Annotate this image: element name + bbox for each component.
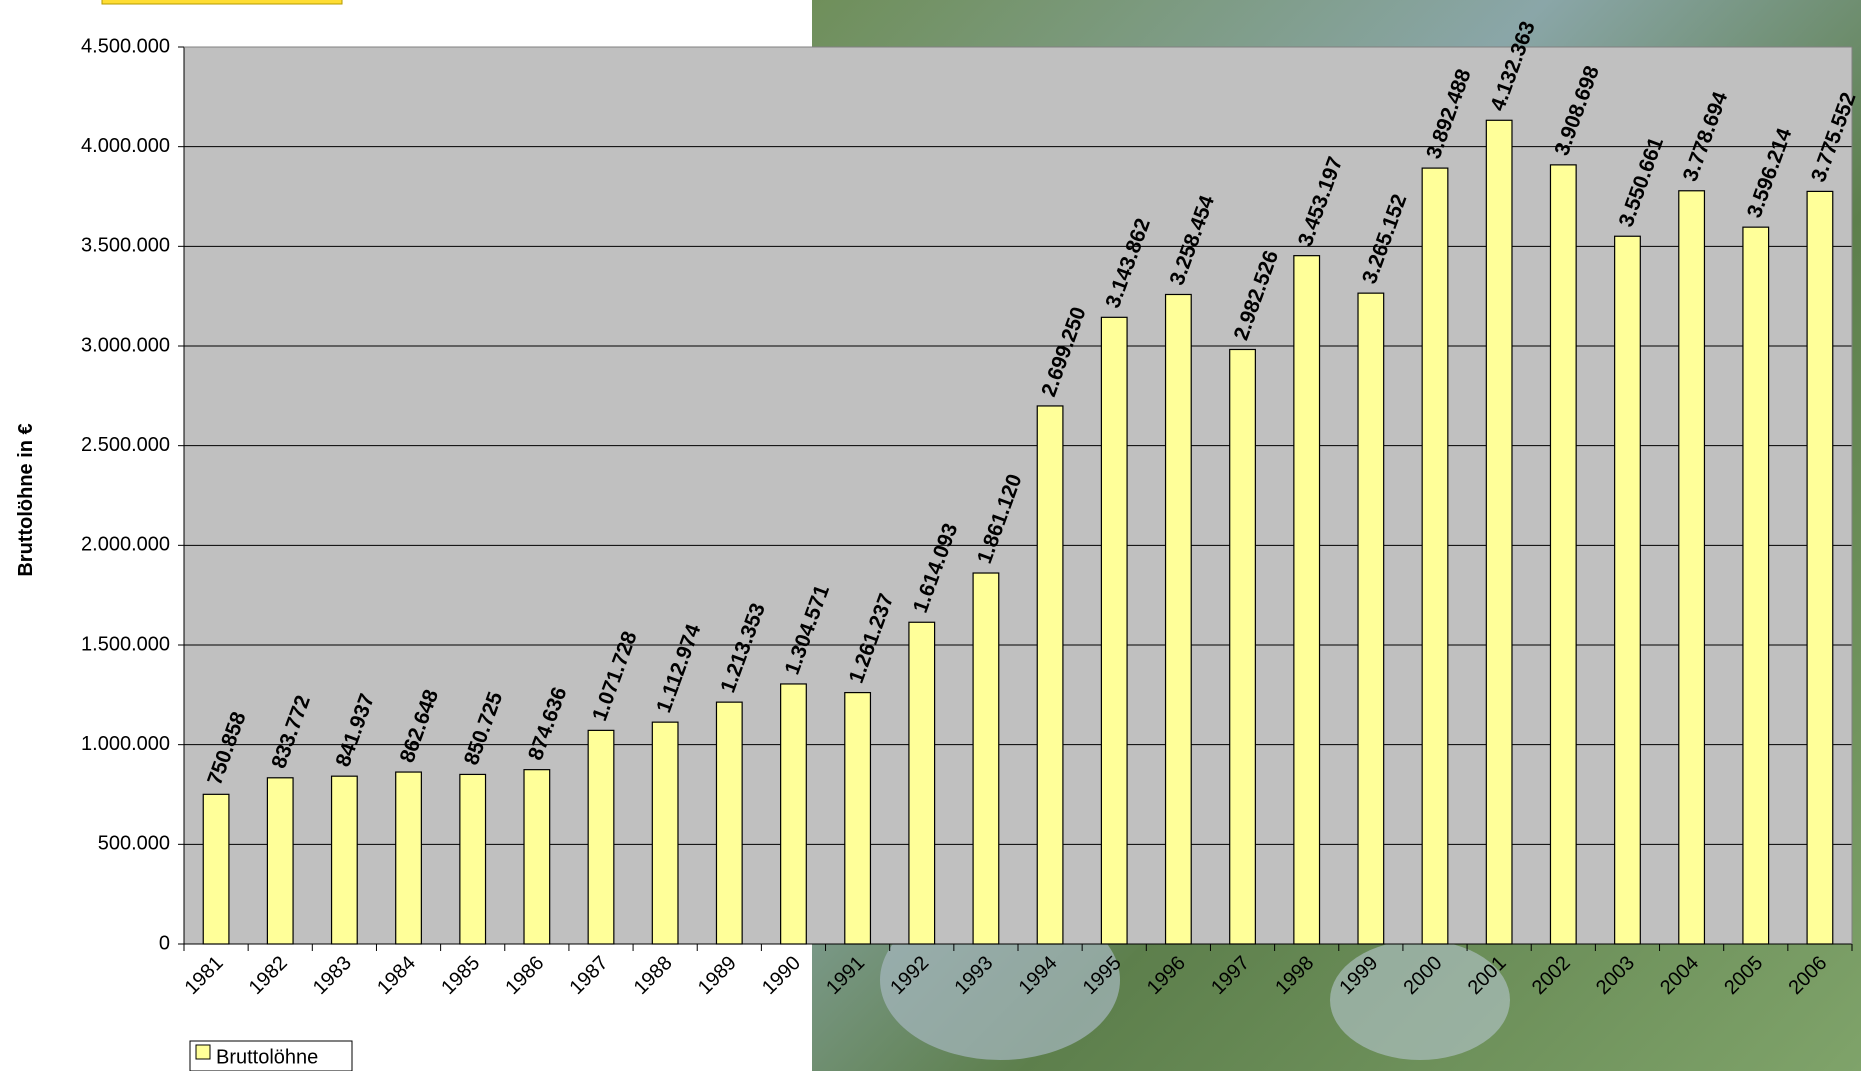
bar	[651, 721, 679, 945]
x-tick-label: 1983	[309, 952, 356, 999]
bar	[1036, 405, 1064, 945]
bar	[780, 683, 807, 945]
bar	[202, 793, 230, 945]
bar	[1164, 293, 1192, 945]
bar	[459, 773, 487, 945]
bar	[1357, 292, 1385, 945]
bar	[1678, 190, 1706, 945]
y-tick-label: 4.000.000	[81, 135, 170, 157]
bar	[1742, 226, 1770, 945]
bar	[523, 769, 551, 945]
bar	[266, 777, 294, 945]
bar	[972, 572, 1000, 945]
bar	[395, 771, 422, 945]
bar	[1293, 255, 1321, 945]
y-tick-label: 1.000.000	[81, 733, 170, 755]
x-tick-label: 1990	[758, 952, 805, 999]
x-tick-label: 1989	[694, 952, 741, 999]
bar	[1100, 316, 1128, 945]
y-tick-label: 500.000	[98, 833, 170, 855]
x-tick-label: 1988	[630, 952, 677, 999]
x-tick-label: 1984	[373, 952, 420, 999]
bar	[908, 621, 936, 945]
x-tick-label: 1982	[245, 952, 292, 999]
bar	[1806, 190, 1834, 945]
bar	[1614, 235, 1641, 945]
legend-label: Bruttolöhne	[216, 1046, 318, 1068]
y-tick-label: 4.500.000	[81, 35, 170, 57]
bar	[587, 729, 615, 945]
photo-detail	[1330, 940, 1510, 1060]
bar	[1229, 348, 1256, 945]
bar	[715, 701, 743, 945]
x-tick-label: 1986	[501, 952, 548, 999]
header-tab	[101, 0, 343, 5]
y-tick-label: 3.500.000	[81, 235, 170, 257]
legend-box	[189, 1040, 353, 1071]
y-tick-label: 1.500.000	[81, 633, 170, 655]
y-tick-label: 2.500.000	[81, 434, 170, 456]
bar	[330, 775, 358, 945]
bar	[844, 691, 872, 945]
y-tick-label: 3.000.000	[81, 334, 170, 356]
y-axis-label: Bruttolöhne in €	[15, 423, 37, 576]
y-tick-label: 0	[159, 932, 170, 954]
legend-swatch	[195, 1044, 211, 1060]
bar	[1485, 119, 1513, 945]
y-tick-label: 2.000.000	[81, 534, 170, 556]
bar	[1421, 167, 1449, 945]
x-tick-label: 1985	[437, 952, 484, 999]
x-tick-label: 1981	[181, 952, 228, 999]
x-tick-label: 1987	[566, 952, 613, 999]
bar	[1549, 164, 1577, 945]
